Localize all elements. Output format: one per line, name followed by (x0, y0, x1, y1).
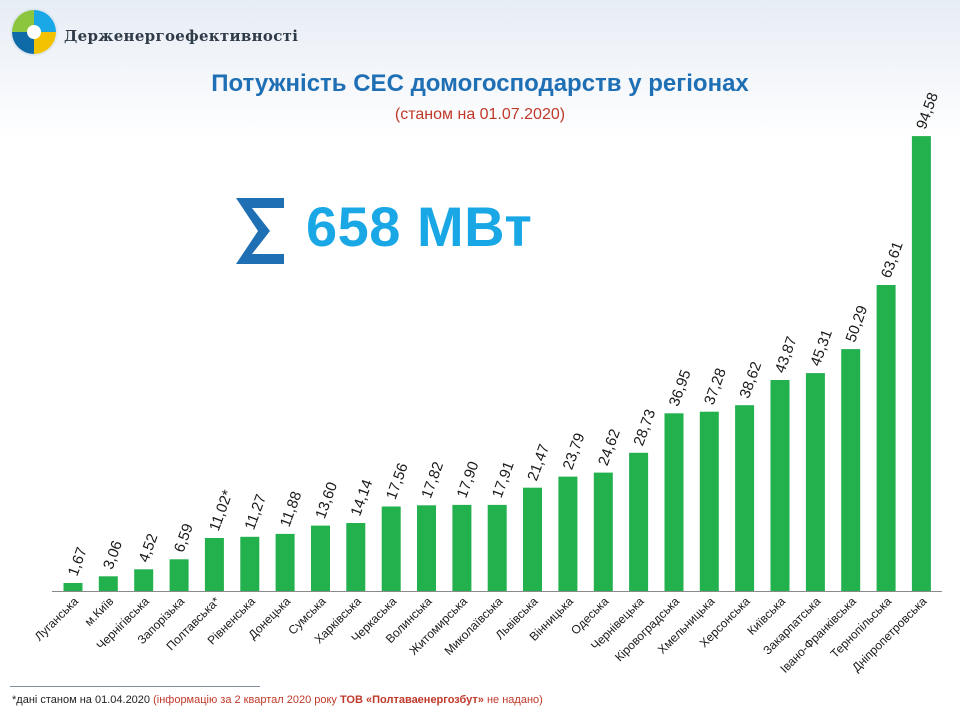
bar-value-label: 23,79 (560, 431, 589, 472)
bar (664, 413, 684, 591)
bar (770, 380, 790, 591)
bar (311, 525, 330, 591)
bar-value-label: 36,95 (666, 368, 695, 409)
bar (699, 411, 719, 591)
chart-subtitle: (станом на 01.07.2020) (394, 106, 566, 123)
category-tick-label: Луганська (32, 594, 82, 644)
bar (911, 136, 931, 591)
footnote-company: ТОВ «Полтаваенергозбут» (339, 694, 484, 706)
bar-value-label: 28,73 (630, 407, 659, 448)
bar (275, 533, 295, 591)
bar-value-label: 11,88 (277, 489, 305, 529)
bar (169, 559, 189, 591)
bar (98, 576, 118, 591)
bar-value-label: 17,82 (418, 460, 447, 501)
bar (629, 452, 649, 591)
footnote-divider (10, 686, 260, 687)
bar (593, 472, 613, 591)
category-tick-label: Тернопільська (828, 594, 895, 661)
bar-value-label: 17,56 (383, 461, 412, 502)
bar-value-label: 14,14 (348, 477, 377, 518)
bar-value-label: 37,28 (701, 366, 730, 407)
bar-value-label: 3,06 (100, 538, 126, 571)
bar-value-label: 94,58 (913, 90, 942, 131)
bar-value-label: 43,87 (772, 334, 801, 375)
total-capacity: 658 МВт (306, 195, 533, 258)
bar-value-label: 45,31 (807, 327, 836, 368)
footnote-middle: (інформацію за 2 квартал 2020 року (153, 694, 340, 706)
bar-value-label: 6,59 (171, 521, 197, 554)
sigma-icon (236, 198, 284, 264)
organization-logo (10, 8, 58, 56)
chart-title: Потужність СЕС домогосподарств у регіона… (211, 70, 749, 97)
bar-value-label: 11,27 (242, 492, 270, 532)
bar-value-label: 4,52 (135, 531, 161, 564)
bar-value-label: 24,62 (595, 427, 624, 468)
bar-value-label: 38,62 (736, 359, 765, 400)
bar (63, 583, 83, 591)
bar-value-label: 50,29 (842, 303, 871, 344)
bar (487, 504, 507, 591)
bar (876, 285, 896, 591)
footnote: *дані станом на 01.04.2020 (інформацію з… (12, 694, 543, 706)
bar-value-label: 21,47 (524, 442, 553, 483)
bar (417, 505, 436, 591)
bar (452, 504, 472, 591)
bar-value-label: 63,61 (878, 239, 907, 280)
bar-value-label: 17,90 (454, 459, 483, 500)
bar (805, 373, 825, 591)
bar-value-label: 1,67 (65, 545, 91, 578)
bar (523, 487, 542, 591)
bar (558, 476, 578, 591)
bar (134, 569, 154, 591)
footnote-prefix: *дані станом на 01.04.2020 (12, 694, 154, 706)
bar (204, 538, 224, 591)
bar-value-label: 17,91 (489, 459, 518, 500)
footnote-suffix: не надано) (483, 694, 543, 706)
bar (240, 536, 260, 591)
bar (381, 506, 401, 591)
bar (735, 405, 755, 591)
bar (346, 523, 366, 591)
organization-name: Держенергоефективності (64, 27, 299, 45)
bar-value-label: 11,02* (206, 488, 236, 534)
bar-value-label: 13,60 (312, 480, 341, 521)
bar (841, 349, 861, 591)
